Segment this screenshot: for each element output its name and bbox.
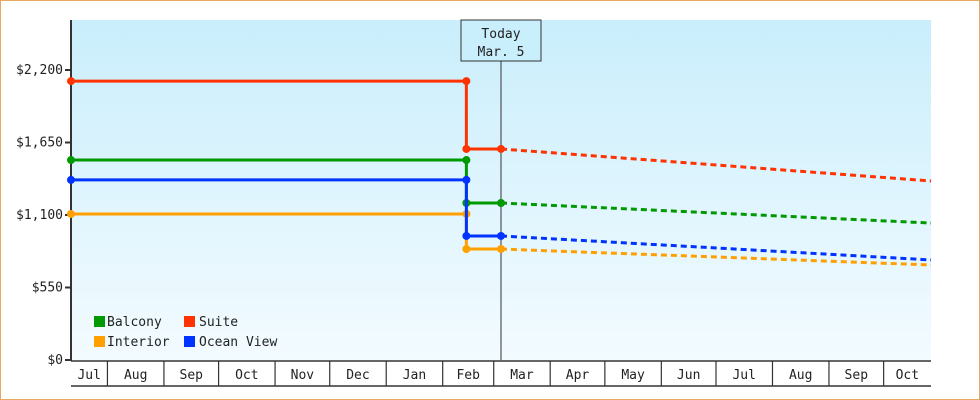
x-tick-label: Jul [732, 368, 755, 383]
y-tick-label: $1,100 [16, 208, 63, 223]
x-tick-label: Sep [845, 368, 869, 383]
x-tick-label: Jul [77, 368, 100, 383]
x-tick-label: Apr [566, 368, 590, 383]
y-axis: $0 $550 $1,100 $1,650 $2,200 [16, 20, 72, 368]
x-tick-label: Feb [456, 368, 480, 383]
data-point-interior [497, 245, 505, 254]
forecast-line-ocean-view [500, 234, 932, 262]
x-tick-label: Dec [346, 368, 369, 383]
today-date: Mar. 5 [478, 45, 525, 60]
forecast-line-interior [500, 247, 932, 267]
data-point-balcony [497, 199, 505, 208]
series-group [67, 77, 932, 267]
x-tick-label: Aug [124, 368, 147, 383]
y-tick-label: $0 [47, 353, 63, 368]
x-tick-label: Sep [180, 368, 204, 383]
legend-label-balcony: Balcony [107, 315, 162, 330]
legend-swatch-balcony [94, 316, 105, 327]
legend-label-suite: Suite [199, 315, 238, 330]
legend-swatch-interior [94, 336, 105, 347]
x-tick-label: Mar [510, 368, 534, 383]
today-label-box [460, 19, 542, 62]
data-point-ocean-view [462, 175, 471, 184]
today-marker: Today Mar. 5 [460, 19, 542, 360]
legend-label-ocean-view: Ocean View [199, 335, 277, 350]
data-point-ocean-view [497, 231, 505, 240]
x-tick-label: Oct [896, 368, 919, 383]
forecast-line-suite [500, 147, 932, 183]
data-point-balcony [462, 156, 471, 165]
legend-swatch-suite [184, 316, 195, 327]
data-point-suite [497, 144, 505, 153]
y-tick-label: $550 [32, 281, 63, 296]
x-tick-label: Nov [291, 368, 315, 383]
x-tick-label: May [621, 368, 645, 383]
x-tick-label: Jun [677, 368, 700, 383]
x-tick-label: Oct [235, 368, 258, 383]
data-point-ocean-view [462, 231, 471, 240]
x-tick-label: Aug [789, 368, 812, 383]
legend-swatch-ocean-view [184, 336, 195, 347]
x-axis: Jul Aug Sep Oct Nov Dec Jan Feb Mar Apr May Jun Jul A… [71, 360, 931, 387]
y-tick-label: $1,650 [16, 136, 63, 151]
series-line-ocean-view [71, 178, 501, 238]
data-point-suite [67, 77, 75, 86]
legend-label-interior: Interior [107, 335, 170, 350]
data-point-balcony [67, 156, 75, 165]
data-point-ocean-view [67, 175, 75, 184]
forecast-line-balcony [500, 201, 932, 225]
legend: Balcony Suite Interior Ocean View [94, 315, 277, 350]
data-point-suite [462, 144, 471, 153]
data-point-interior [67, 209, 75, 218]
x-tick-label: Jan [403, 368, 426, 383]
series-line-suite [71, 79, 501, 151]
y-tick-label: $2,200 [16, 63, 63, 78]
data-point-suite [462, 77, 471, 86]
today-label: Today [481, 27, 520, 42]
data-point-interior [462, 245, 471, 254]
